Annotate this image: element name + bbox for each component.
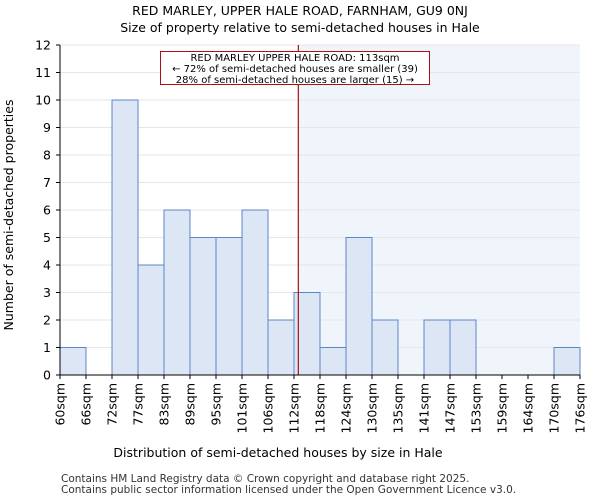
bar-124sqm	[345, 237, 373, 376]
x-tick-label: 124sqm	[339, 383, 354, 433]
x-tick-label: 101sqm	[235, 383, 250, 433]
x-tick-label: 141sqm	[417, 383, 432, 433]
x-tick-label: 118sqm	[313, 383, 328, 433]
y-tick-label: 2	[43, 313, 51, 328]
footer-licence-line: Contains public sector information licen…	[61, 484, 517, 496]
y-tick-label: 10	[35, 93, 51, 108]
bar-170sqm	[553, 347, 581, 376]
x-tick-label: 170sqm	[547, 383, 562, 433]
y-tick-label: 11	[35, 65, 51, 80]
x-tick-label: 60sqm	[53, 383, 68, 426]
subject-property-annotation: RED MARLEY UPPER HALE ROAD: 113sqm ← 72%…	[160, 51, 430, 86]
y-axis-label: Number of semi-detached properties	[1, 100, 16, 331]
x-tick-label: 135sqm	[391, 383, 406, 433]
y-tick-label: 3	[43, 285, 51, 300]
y-tick-label: 0	[43, 368, 51, 383]
x-tick-label: 164sqm	[521, 383, 536, 433]
bar-147sqm	[449, 319, 477, 376]
x-tick-label: 106sqm	[261, 383, 276, 433]
y-tick-label: 4	[43, 258, 51, 273]
bar-118sqm	[319, 347, 347, 376]
bar-130sqm	[371, 319, 399, 376]
bar-89sqm	[189, 237, 217, 376]
x-tick-label: 159sqm	[495, 383, 510, 433]
bar-95sqm	[215, 237, 243, 376]
x-tick-label: 130sqm	[365, 383, 380, 433]
bar-106sqm	[267, 319, 295, 376]
annotation-line2: ← 72% of semi-detached houses are smalle…	[172, 64, 418, 75]
bar-60sqm	[59, 347, 87, 376]
x-tick-label: 112sqm	[287, 383, 302, 433]
y-tick-label: 8	[43, 148, 51, 163]
x-tick-label: 77sqm	[131, 383, 146, 426]
x-axis-label: Distribution of semi-detached houses by …	[113, 445, 442, 460]
x-tick-label: 176sqm	[573, 383, 588, 433]
x-tick-label: 66sqm	[79, 383, 94, 426]
bar-83sqm	[163, 209, 191, 376]
chart-title-line2: Size of property relative to semi-detach…	[120, 20, 480, 35]
y-tick-label: 5	[43, 230, 51, 245]
bar-72sqm	[111, 99, 139, 376]
annotation-line3: 28% of semi-detached houses are larger (…	[175, 75, 415, 86]
bar-141sqm	[423, 319, 451, 376]
x-tick-label: 83sqm	[157, 383, 172, 426]
footer-copyright-line: Contains HM Land Registry data © Crown c…	[61, 473, 470, 485]
bar-77sqm	[137, 264, 165, 376]
x-tick-label: 95sqm	[209, 383, 224, 426]
y-tick-label: 7	[43, 175, 51, 190]
chart-title-line1: RED MARLEY, UPPER HALE ROAD, FARNHAM, GU…	[132, 3, 468, 18]
annotation-line1: RED MARLEY UPPER HALE ROAD: 113sqm	[190, 53, 400, 64]
x-tick-label: 72sqm	[105, 383, 120, 426]
x-tick-label: 153sqm	[469, 383, 484, 433]
x-tick-label: 89sqm	[183, 383, 198, 426]
y-tick-label: 12	[35, 38, 51, 53]
y-tick-label: 1	[43, 340, 51, 355]
y-tick-label: 9	[43, 120, 51, 135]
y-tick-label: 6	[43, 203, 51, 218]
bar-101sqm	[241, 209, 269, 376]
x-tick-label: 147sqm	[443, 383, 458, 433]
